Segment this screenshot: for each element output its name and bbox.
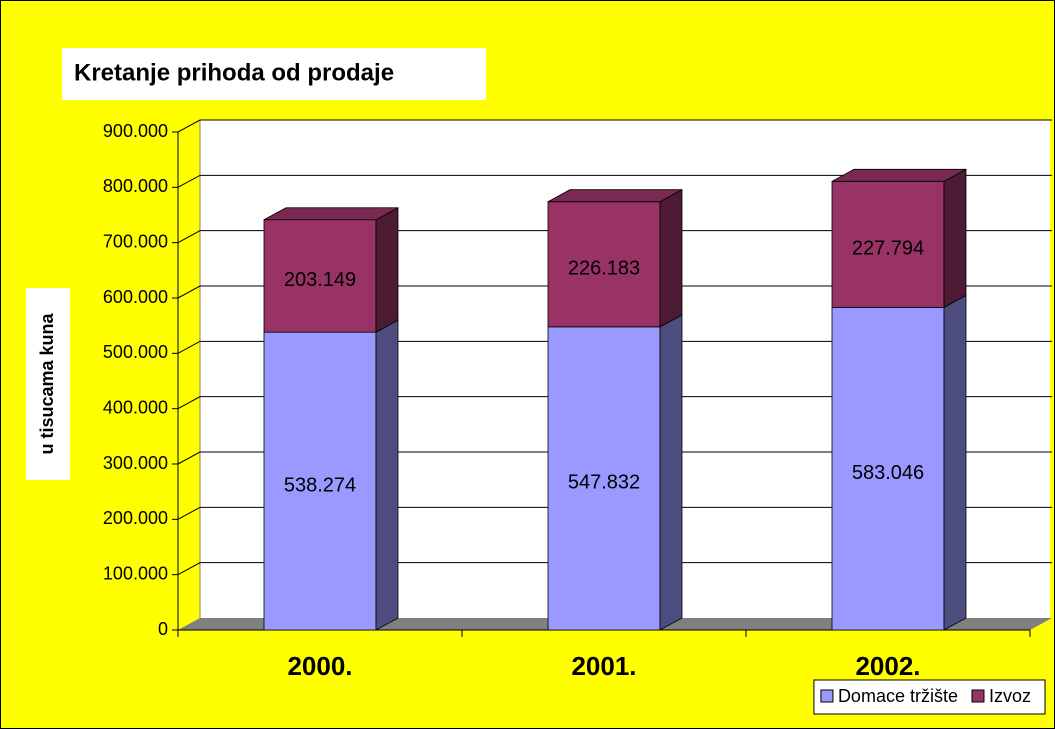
bar-side (375, 207, 399, 333)
grid-line (177, 119, 1052, 133)
title-box (62, 48, 486, 100)
y-label-box (26, 288, 70, 480)
data-label: 538.274 (284, 474, 356, 496)
data-label: 583.046 (852, 462, 924, 484)
y-tick-label: 300.000 (103, 453, 168, 473)
bar-side (943, 168, 967, 309)
bar-side (659, 189, 683, 328)
chart-title: Kretanje prihoda od prodaje (74, 59, 394, 86)
bar-segment (263, 331, 377, 631)
y-tick-label: 700.000 (103, 231, 168, 251)
data-label: 203.149 (284, 269, 356, 291)
bar-segment (831, 306, 945, 631)
bar-top (547, 189, 683, 203)
grid-line (177, 562, 1052, 576)
y-tick-label: 100.000 (103, 563, 168, 583)
x-tick-label: 2001. (571, 651, 636, 681)
bar-segment (263, 219, 377, 333)
data-label: 227.794 (852, 238, 924, 260)
bar-top (263, 207, 399, 221)
y-axis-label: u tisucama kuna (37, 312, 57, 454)
legend-label: Izvoz (989, 686, 1031, 706)
y-tick-label: 0 (158, 619, 168, 639)
y-tick-label: 400.000 (103, 397, 168, 417)
data-label: 547.832 (568, 472, 640, 494)
legend-swatch (971, 689, 985, 703)
legend-label: Domace tržište (838, 686, 958, 706)
y-tick-label: 900.000 (103, 121, 168, 141)
legend (813, 679, 1046, 715)
bar-side (375, 319, 399, 631)
grid-line (177, 396, 1052, 410)
bar-segment (547, 201, 661, 328)
x-axis-ticks (177, 630, 1031, 637)
grid-line (177, 506, 1052, 520)
bar-segment (547, 326, 661, 631)
grid-line (177, 451, 1052, 465)
bar-top (831, 168, 967, 182)
grid-line (177, 285, 1052, 299)
y-tick-label: 800.000 (103, 176, 168, 196)
x-tick-label: 2002. (855, 651, 920, 681)
grid-line (177, 230, 1052, 244)
bar-side (943, 294, 967, 631)
bar-side (659, 314, 683, 631)
legend-swatch (820, 689, 834, 703)
grid-line (177, 174, 1052, 188)
x-tick-label: 2000. (287, 651, 352, 681)
grid-line (177, 340, 1052, 354)
y-tick-label: 500.000 (103, 342, 168, 362)
bar-segment (831, 180, 945, 308)
y-tick-label: 200.000 (103, 508, 168, 528)
y-tick-label: 600.000 (103, 287, 168, 307)
data-label: 226.183 (568, 258, 640, 280)
